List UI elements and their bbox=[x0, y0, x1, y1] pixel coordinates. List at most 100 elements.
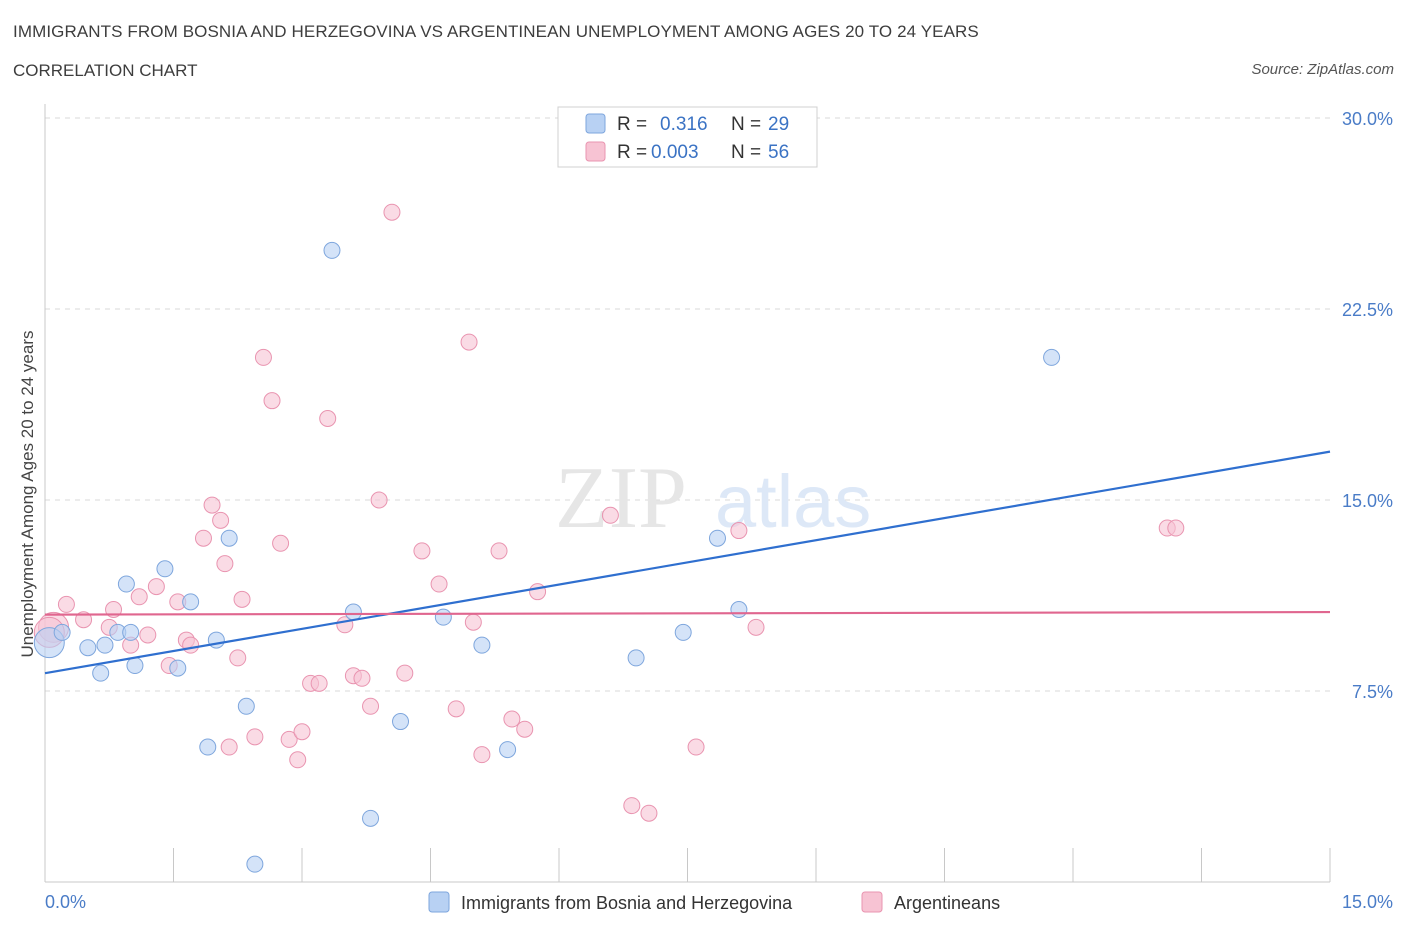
source-credit: Source: ZipAtlas.com bbox=[1251, 61, 1394, 78]
argentineans-point-39 bbox=[447, 700, 465, 718]
y-tick-label-1: 15.0% bbox=[1342, 491, 1393, 511]
argentineans-point-22 bbox=[263, 392, 281, 410]
argentineans-point-7 bbox=[139, 626, 157, 644]
bosnia-point-11 bbox=[182, 593, 200, 611]
argentineans-point-41 bbox=[464, 613, 482, 631]
tick-labels: 7.5% 15.0% 22.5% 30.0% 0.0% 15.0% bbox=[45, 109, 1393, 912]
argentineans-point-35 bbox=[383, 203, 401, 221]
argentineans-point-33 bbox=[362, 697, 380, 715]
argentineans-point-23 bbox=[272, 534, 290, 552]
x-tick-label-0: 0.0% bbox=[45, 892, 86, 912]
argentineans-point-20 bbox=[246, 728, 264, 746]
argentineans-point-1 bbox=[57, 595, 75, 613]
argentineans-point-8 bbox=[147, 578, 165, 596]
bosnia-point-4 bbox=[92, 664, 110, 682]
argentineans-point-32 bbox=[353, 669, 371, 687]
y-axis-label: Unemployment Among Ages 20 to 24 years bbox=[18, 331, 37, 658]
axes bbox=[44, 104, 1331, 883]
legend-n-label-1: N = bbox=[731, 142, 761, 163]
bosnia-point-24 bbox=[627, 649, 645, 667]
x-tick-label-1: 15.0% bbox=[1342, 892, 1393, 912]
legend-n-value-1: 56 bbox=[768, 142, 789, 163]
bosnia-point-15 bbox=[237, 697, 255, 715]
y-tick-label-2: 22.5% bbox=[1342, 300, 1393, 320]
legend-n-label-0: N = bbox=[731, 114, 761, 135]
legend-swatch-bosnia bbox=[585, 113, 606, 134]
argentineans-point-25 bbox=[289, 751, 307, 769]
bosnia-point-26 bbox=[708, 529, 726, 547]
legend-r-label-1: R = bbox=[617, 142, 647, 163]
legend-r-label-0: R = bbox=[617, 114, 647, 135]
bosnia-point-12 bbox=[199, 738, 217, 756]
y-tick-label-0: 7.5% bbox=[1352, 682, 1393, 702]
argentineans-point-47 bbox=[601, 506, 619, 524]
bottom-legend-swatch-argentineans bbox=[861, 891, 883, 913]
bosnia-point-9 bbox=[156, 560, 174, 578]
bosnia-point-19 bbox=[362, 809, 380, 827]
y-tick-label-3: 30.0% bbox=[1342, 109, 1393, 129]
bosnia-point-8 bbox=[126, 657, 144, 675]
argentineans-point-49 bbox=[640, 804, 658, 822]
argentineans-point-14 bbox=[203, 496, 221, 514]
argentineans-point-44 bbox=[503, 710, 521, 728]
argentineans-point-18 bbox=[229, 649, 247, 667]
argentineans-point-51 bbox=[730, 522, 748, 540]
bosnia-point-21 bbox=[434, 608, 452, 626]
legend-n-value-0: 29 bbox=[768, 114, 789, 135]
argentineans-point-16 bbox=[216, 555, 234, 573]
bosnia-point-28 bbox=[1043, 348, 1061, 366]
chart-subtitle: CORRELATION CHART bbox=[13, 61, 198, 80]
argentineans-point-2 bbox=[75, 611, 93, 629]
argentineans-trend-line bbox=[44, 610, 1331, 616]
bosnia-point-18 bbox=[344, 603, 362, 621]
argentineans-point-17 bbox=[220, 738, 238, 756]
bosnia-point-22 bbox=[473, 636, 491, 654]
argentineans-point-52 bbox=[747, 618, 765, 636]
argentineans-point-34 bbox=[370, 491, 388, 509]
bosnia-trend-line bbox=[44, 450, 1331, 675]
watermark-zip: ZIP bbox=[555, 450, 687, 547]
legend-box: R = 0.316 N = 29 R = 0.003 N = 56 bbox=[557, 106, 818, 168]
argentineans-point-54 bbox=[1167, 519, 1185, 537]
bosnia-point-2 bbox=[79, 639, 97, 657]
argentineans-point-45 bbox=[516, 720, 534, 738]
chart-title: IMMIGRANTS FROM BOSNIA AND HERZEGOVINA V… bbox=[13, 22, 979, 41]
legend-r-value-1: 0.003 bbox=[651, 142, 699, 163]
bosnia-point-10 bbox=[169, 659, 187, 677]
argentineans-point-48 bbox=[623, 797, 641, 815]
argentineans-point-29 bbox=[319, 410, 337, 428]
argentineans-point-19 bbox=[233, 590, 251, 608]
bottom-legend-swatch-bosnia bbox=[428, 891, 450, 913]
bosnia-point-25 bbox=[674, 623, 692, 641]
argentineans-point-38 bbox=[430, 575, 448, 593]
argentineans-point-46 bbox=[529, 583, 547, 601]
legend-swatch-argentineans bbox=[585, 141, 606, 162]
bottom-legend: Immigrants from Bosnia and Herzegovina A… bbox=[428, 891, 1000, 913]
argentineans-point-6 bbox=[130, 588, 148, 606]
bosnia-point-16 bbox=[246, 855, 264, 873]
bosnia-point-17 bbox=[323, 241, 341, 259]
argentineans-point-12 bbox=[182, 636, 200, 654]
argentineans-point-28 bbox=[310, 674, 328, 692]
argentineans-point-43 bbox=[490, 542, 508, 560]
bosnia-point-6 bbox=[117, 575, 135, 593]
bosnia-point-27 bbox=[730, 601, 748, 619]
argentineans-point-42 bbox=[473, 746, 491, 764]
bottom-legend-label-argentineans: Argentineans bbox=[894, 893, 1000, 913]
bottom-legend-label-bosnia: Immigrants from Bosnia and Herzegovina bbox=[461, 893, 793, 913]
bosnia-points bbox=[33, 241, 1061, 873]
bosnia-point-7 bbox=[122, 623, 140, 641]
argentineans-points bbox=[33, 203, 1185, 822]
argentineans-point-26 bbox=[293, 723, 311, 741]
bosnia-point-20 bbox=[392, 713, 410, 731]
argentineans-point-40 bbox=[460, 333, 478, 351]
argentineans-point-21 bbox=[254, 348, 272, 366]
bosnia-point-3 bbox=[96, 636, 114, 654]
trend-lines bbox=[44, 450, 1331, 675]
argentineans-point-24 bbox=[280, 730, 298, 748]
legend-r-value-0: 0.316 bbox=[660, 114, 708, 135]
argentineans-point-15 bbox=[212, 511, 230, 529]
argentineans-point-37 bbox=[413, 542, 431, 560]
bosnia-point-1 bbox=[53, 623, 71, 641]
